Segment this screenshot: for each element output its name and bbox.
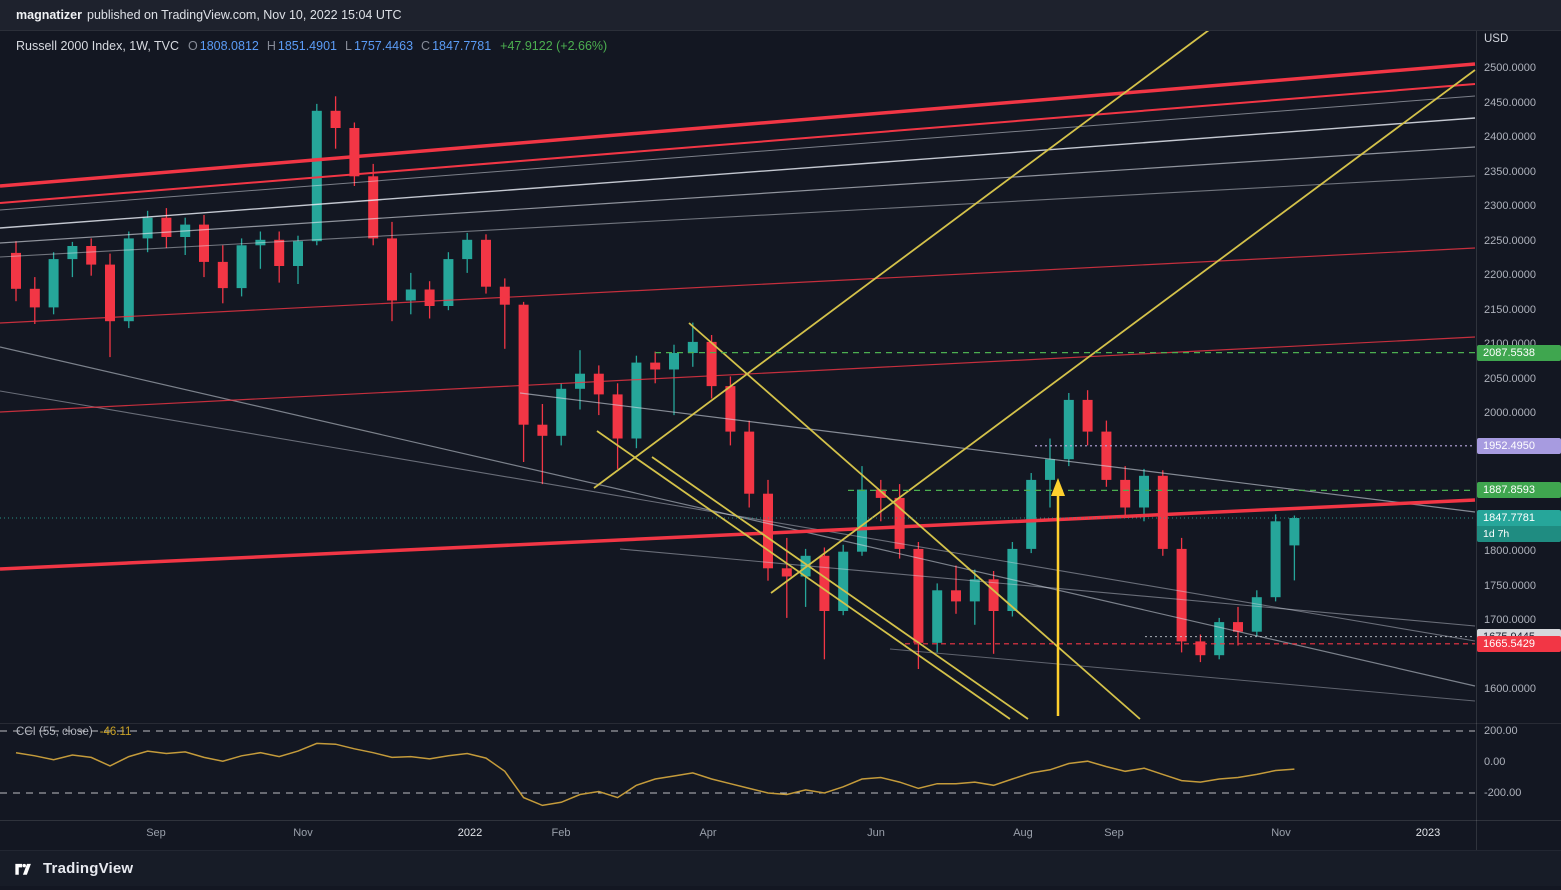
brand-name[interactable]: TradingView xyxy=(43,860,134,877)
publish-text: published on TradingView.com, Nov 10, 20… xyxy=(87,8,402,22)
price-change: +47.9122 (+2.66%) xyxy=(500,39,608,53)
ohlc-low: L 1757.4463 xyxy=(345,39,414,53)
ohlc-values: O 1808.0812 H 1851.4901 L 1757.4463 C 1847.7… xyxy=(188,39,491,53)
ohlc-open: O 1808.0812 xyxy=(188,39,259,53)
ohlc-high: H 1851.4901 xyxy=(266,39,337,53)
brand-bar: TradingView xyxy=(0,850,1561,886)
tradingview-logo[interactable] xyxy=(14,858,35,879)
symbol-legend: Russell 2000 Index, 1W, TVC O 1808.0812 H… xyxy=(16,39,607,53)
indicator-legend: CCI (55, close) -46.11 xyxy=(16,726,131,738)
ohlc-close: C 1847.7781 xyxy=(421,39,492,53)
price-scale-currency: USD xyxy=(1484,33,1509,45)
publish-bar: magnatizer published on TradingView.com,… xyxy=(0,0,1561,31)
indicator-title[interactable]: CCI (55, close) xyxy=(16,726,93,738)
publisher-username: magnatizer xyxy=(16,8,82,22)
symbol-title[interactable]: Russell 2000 Index, 1W, TVC xyxy=(16,39,180,53)
indicator-value: -46.11 xyxy=(99,726,132,738)
